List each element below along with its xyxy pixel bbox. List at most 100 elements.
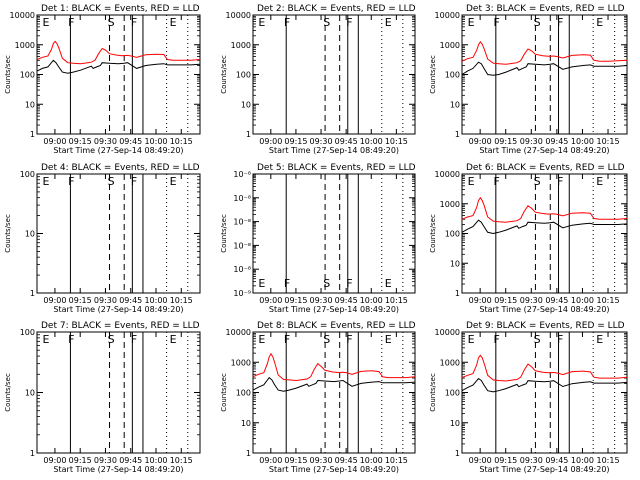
y-tick-label: 100 xyxy=(20,170,35,179)
interval-marker-label: E xyxy=(258,16,265,29)
y-tick-label: 1 xyxy=(30,289,35,298)
y-tick-label: 10 xyxy=(241,100,251,109)
x-tick-label: 09:00 xyxy=(43,296,66,305)
x-tick-label: 10:00 xyxy=(571,456,594,465)
events-series-line xyxy=(252,376,416,392)
y-tick-label: 10000 xyxy=(435,170,460,179)
interval-marker-label: F xyxy=(346,333,352,346)
interval-marker-label: S xyxy=(323,333,330,346)
x-tick-label: 09:45 xyxy=(119,456,142,465)
interval-marker-label: F xyxy=(493,16,499,29)
y-axis-label: Counts/sec xyxy=(220,55,228,94)
y-tick-label: 10 xyxy=(25,230,35,239)
events-series-line xyxy=(36,59,201,74)
x-tick-label: 09:15 xyxy=(494,137,517,146)
x-tick-label: 10:15 xyxy=(170,456,193,465)
x-tick-label: 10:00 xyxy=(144,456,167,465)
x-tick-label: 09:30 xyxy=(520,296,543,305)
x-tick-label: 10:15 xyxy=(596,296,619,305)
interval-marker-label: E xyxy=(596,16,603,29)
x-tick-label: 10:00 xyxy=(144,296,167,305)
interval-marker-label: S xyxy=(108,16,115,29)
y-tick-label: 10⁻⁸ xyxy=(233,218,251,227)
interval-marker-label: S xyxy=(534,333,541,346)
interval-marker-label: F xyxy=(284,16,290,29)
interval-marker-label: F xyxy=(284,277,290,290)
x-tick-label: 09:00 xyxy=(259,137,282,146)
interval-marker-label: E xyxy=(42,16,49,29)
y-tick-label: 100 xyxy=(445,389,460,398)
x-tick-label: 09:45 xyxy=(545,296,568,305)
x-axis-label: Start Time (27-Sep-14 08:49:20) xyxy=(269,305,399,314)
x-tick-label: 10:15 xyxy=(385,456,408,465)
y-tick-label: 1000 xyxy=(440,358,460,367)
x-tick-label: 10:00 xyxy=(360,296,383,305)
interval-marker-label: E xyxy=(385,333,392,346)
y-tick-label: 10 xyxy=(450,100,460,109)
interval-marker-label: F xyxy=(68,175,74,188)
y-tick-label: 1 xyxy=(455,130,460,139)
interval-marker-label: E xyxy=(170,175,177,188)
x-tick-label: 09:30 xyxy=(310,296,333,305)
interval-marker-label: S xyxy=(108,175,115,188)
interval-marker-label: E xyxy=(170,16,177,29)
x-axis-label: Start Time (27-Sep-14 08:49:20) xyxy=(53,146,183,155)
interval-marker-label: E xyxy=(258,277,265,290)
x-tick-label: 10:15 xyxy=(596,137,619,146)
events-series-line xyxy=(461,377,628,393)
detector-panel-8: Det 8: BLACK = Events, RED = LLD 1 10 100 10… xyxy=(220,321,416,474)
interval-marker-label: F xyxy=(68,333,74,346)
detector-panel-7: Det 7: BLACK = Events, RED = LLD 1 10 100 Co… xyxy=(4,321,201,474)
x-tick-label: 09:15 xyxy=(494,456,517,465)
y-axis-label: Counts/sec xyxy=(429,214,437,253)
x-axis-label: Start Time (27-Sep-14 08:49:20) xyxy=(479,305,609,314)
y-tick-label: 1 xyxy=(246,130,251,139)
y-tick-label: 10000 xyxy=(226,11,251,20)
x-axis-label: Start Time (27-Sep-14 08:49:20) xyxy=(53,305,183,314)
y-tick-label: 1000 xyxy=(231,358,251,367)
interval-marker-label: F xyxy=(346,277,352,290)
interval-marker-label: F xyxy=(557,175,563,188)
x-tick-label: 09:15 xyxy=(284,456,307,465)
lld-series-line xyxy=(36,40,201,65)
interval-marker-label: F xyxy=(557,333,563,346)
panel-title: Det 6: BLACK = Events, RED = LLD xyxy=(466,163,625,173)
y-tick-label: 10 xyxy=(25,389,35,398)
y-tick-label: 1 xyxy=(455,449,460,458)
interval-marker-label: F xyxy=(131,333,137,346)
y-tick-label: 1000 xyxy=(440,200,460,209)
interval-marker-label: E xyxy=(258,333,265,346)
x-tick-label: 10:00 xyxy=(144,137,167,146)
y-tick-label: 1 xyxy=(30,449,35,458)
interval-marker-label: F xyxy=(131,175,137,188)
interval-marker-label: E xyxy=(596,333,603,346)
lld-series-line xyxy=(252,352,416,382)
x-tick-label: 09:45 xyxy=(545,456,568,465)
y-tick-label: 100 xyxy=(236,71,251,80)
interval-marker-label: F xyxy=(346,16,352,29)
x-tick-label: 09:15 xyxy=(69,456,92,465)
interval-marker-label: E xyxy=(596,175,603,188)
x-tick-label: 09:00 xyxy=(469,137,492,146)
events-series-line xyxy=(461,61,628,76)
interval-marker-label: E xyxy=(42,175,49,188)
panel-title: Det 5: BLACK = Events, RED = LLD xyxy=(257,163,416,173)
interval-marker-label: S xyxy=(108,333,115,346)
interval-marker-label: E xyxy=(468,333,475,346)
x-tick-label: 10:00 xyxy=(360,137,383,146)
x-tick-label: 09:00 xyxy=(469,296,492,305)
panel-title: Det 4: BLACK = Events, RED = LLD xyxy=(41,163,200,173)
y-axis-label: Counts/sec xyxy=(429,55,437,94)
y-tick-label: 10 xyxy=(241,419,251,428)
x-tick-label: 09:00 xyxy=(43,456,66,465)
interval-marker-label: E xyxy=(42,333,49,346)
x-tick-label: 10:00 xyxy=(571,296,594,305)
y-tick-label: 100 xyxy=(445,71,460,80)
y-tick-label: 10⁻⁹ xyxy=(233,289,251,298)
x-tick-label: 10:15 xyxy=(385,296,408,305)
y-tick-label: 10000 xyxy=(10,11,35,20)
y-tick-label: 1000 xyxy=(15,41,35,50)
x-tick-label: 10:15 xyxy=(170,296,193,305)
x-tick-label: 09:30 xyxy=(520,456,543,465)
